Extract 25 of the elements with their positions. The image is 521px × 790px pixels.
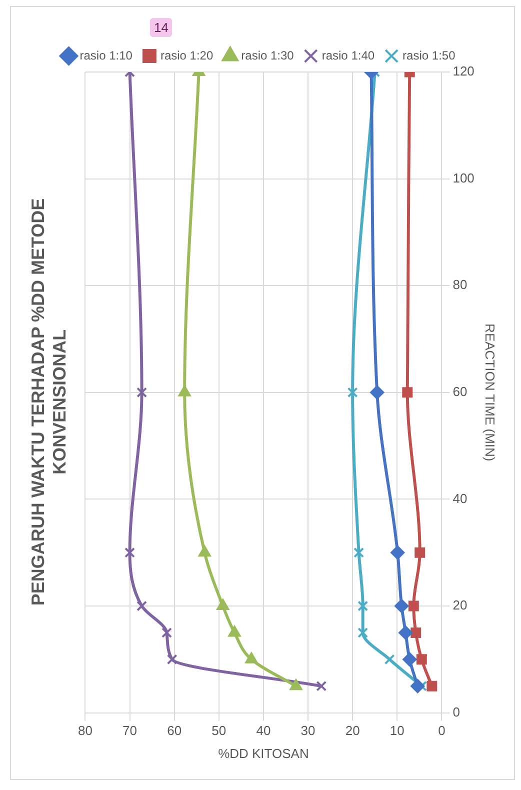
y-tick-label: 0 [452,704,460,720]
y-tick-label: 60 [452,384,468,399]
legend-label: rasio 1:50 [402,48,456,62]
x-tick-label: 40 [256,723,271,738]
y-tick-label: 80 [452,277,468,292]
legend-label: rasio 1:20 [160,48,214,62]
text: PENGARUH WAKTU TERHADAP %DD METODE KONVENSIONAL [28,198,70,606]
x-tick-label: 30 [300,723,316,738]
x-tick-label: 50 [212,723,226,738]
text: 14 [150,18,172,37]
legend-label: rasio 1:30 [241,48,294,62]
y-axis-title: REACTION TIME (MIN) [482,324,498,462]
y-tick-label: 20 [452,598,468,613]
y-tick-label: 120 [452,64,474,79]
y-tick-label: 40 [452,490,468,506]
y-tick-label: 100 [452,170,474,186]
x-tick-label: 20 [345,723,360,738]
legend-label: rasio 1:40 [322,48,375,62]
x-axis-title: %DD KITOSAN [218,746,309,761]
x-tick-label: 0 [438,723,446,738]
x-tick-label: 70 [122,723,137,738]
x-tick-label: 80 [78,723,92,738]
x-tick-label: 60 [167,723,182,738]
x-tick-label: 10 [390,723,404,738]
legend-label: rasio 1:10 [80,48,133,62]
